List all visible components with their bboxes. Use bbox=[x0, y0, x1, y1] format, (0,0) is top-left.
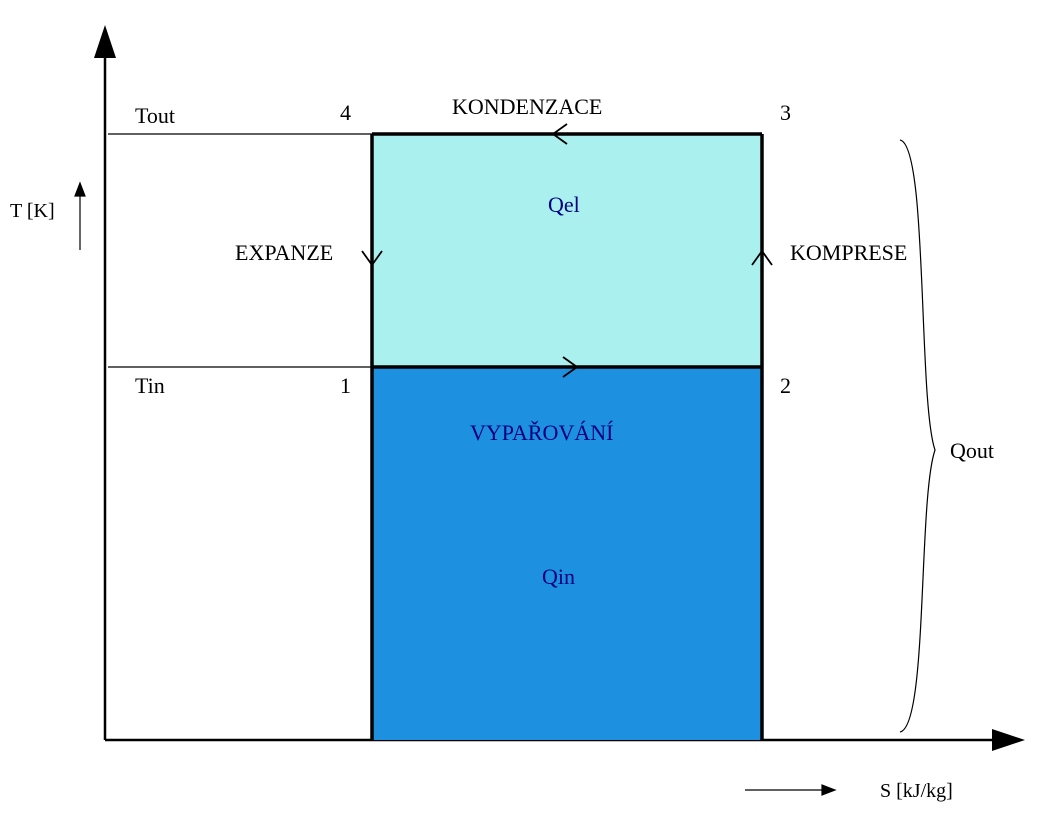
x-axis-arrowhead bbox=[992, 729, 1025, 751]
label-vyparovani: VYPAŘOVÁNÍ bbox=[470, 420, 613, 446]
qout-brace bbox=[900, 140, 935, 732]
corner-1: 1 bbox=[340, 373, 351, 399]
label-kondenzace: KONDENZACE bbox=[452, 94, 602, 120]
label-qout: Qout bbox=[950, 438, 994, 464]
tout-label: Tout bbox=[135, 103, 175, 129]
x-direction-arrow bbox=[745, 785, 835, 795]
label-expanze: EXPANZE bbox=[235, 240, 333, 266]
label-komprese: KOMPRESE bbox=[790, 240, 907, 266]
corner-3: 3 bbox=[780, 100, 791, 126]
upper-region-qel bbox=[372, 134, 762, 367]
label-qin: Qin bbox=[542, 564, 575, 590]
label-qel: Qel bbox=[548, 192, 580, 218]
y-axis-arrowhead bbox=[94, 25, 116, 58]
x-axis-label: S [kJ/kg] bbox=[880, 780, 953, 803]
y-axis-label: T [K] bbox=[10, 200, 55, 223]
corner-2: 2 bbox=[780, 373, 791, 399]
y-direction-arrow bbox=[75, 183, 85, 250]
corner-4: 4 bbox=[340, 100, 351, 126]
tin-label: Tin bbox=[135, 373, 165, 399]
